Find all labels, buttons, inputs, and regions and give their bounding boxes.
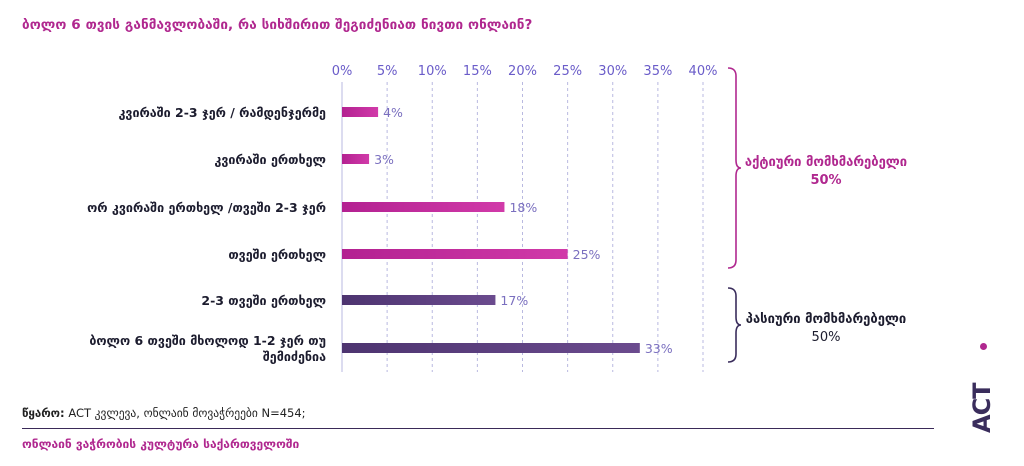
- data-label: 33%: [645, 341, 673, 356]
- logo-dot: [980, 343, 987, 350]
- group-value: 50%: [810, 173, 841, 188]
- x-tick-label: 5%: [377, 64, 398, 79]
- x-tick-label: 10%: [418, 64, 447, 79]
- group-brace: [727, 287, 742, 363]
- category-label: კვირაში ერთხელ: [214, 152, 326, 167]
- bar: [342, 295, 496, 305]
- bar: [342, 202, 505, 212]
- act-logo: ACT: [968, 383, 996, 433]
- footer-divider: [22, 428, 934, 429]
- source-text: ACT კვლევა, ონლაინ მოვაჭრეები N=454;: [68, 406, 306, 420]
- category-label: ორ კვირაში ერთხელ /თვეში 2-3 ჯერ: [87, 200, 326, 215]
- category-label: თვეში ერთხელ: [228, 247, 326, 262]
- group-label: პასიური მომხმარებელი: [746, 312, 906, 327]
- source-label: წყარო:: [22, 406, 65, 420]
- chart-title: ბოლო 6 თვის განმავლობაში, რა სიხშირით შე…: [22, 17, 533, 33]
- bar: [342, 249, 568, 259]
- data-label: 17%: [500, 293, 528, 308]
- bar: [342, 107, 379, 117]
- footer-text: ონლაინ ვაჭრობის კულტურა საქართველოში: [22, 437, 300, 451]
- category-label: 2-3 თვეში ერთხელ: [201, 293, 326, 308]
- x-tick-label: 20%: [508, 64, 537, 79]
- category-label: კვირაში 2-3 ჯერ / რამდენჯერმე: [118, 105, 326, 120]
- source-note: წყარო: ACT კვლევა, ონლაინ მოვაჭრეები N=4…: [22, 406, 306, 420]
- x-tick-label: 30%: [598, 64, 627, 79]
- group-label: აქტიური მომხმარებელი: [745, 155, 907, 170]
- data-label: 4%: [383, 105, 403, 120]
- data-label: 3%: [374, 152, 394, 167]
- group-brace: [727, 67, 742, 269]
- x-tick-label: 15%: [463, 64, 492, 79]
- bar-chart: 0% 5% 10% 15% 20% 25% 30% 35% 40% 4% კვირაში 2-3 …: [87, 64, 907, 372]
- group-value: 50%: [812, 330, 841, 345]
- category-label: ბოლო 6 თვეში მხოლოდ 1-2 ჯერ თუ შემიძენია: [89, 333, 326, 364]
- bar: [342, 343, 640, 353]
- bar: [342, 154, 370, 164]
- data-label: 18%: [509, 200, 537, 215]
- x-tick-label: 25%: [553, 64, 582, 79]
- x-tick-label: 40%: [689, 64, 718, 79]
- data-label: 25%: [573, 247, 601, 262]
- x-tick-label: 0%: [332, 64, 353, 79]
- x-tick-label: 35%: [643, 64, 672, 79]
